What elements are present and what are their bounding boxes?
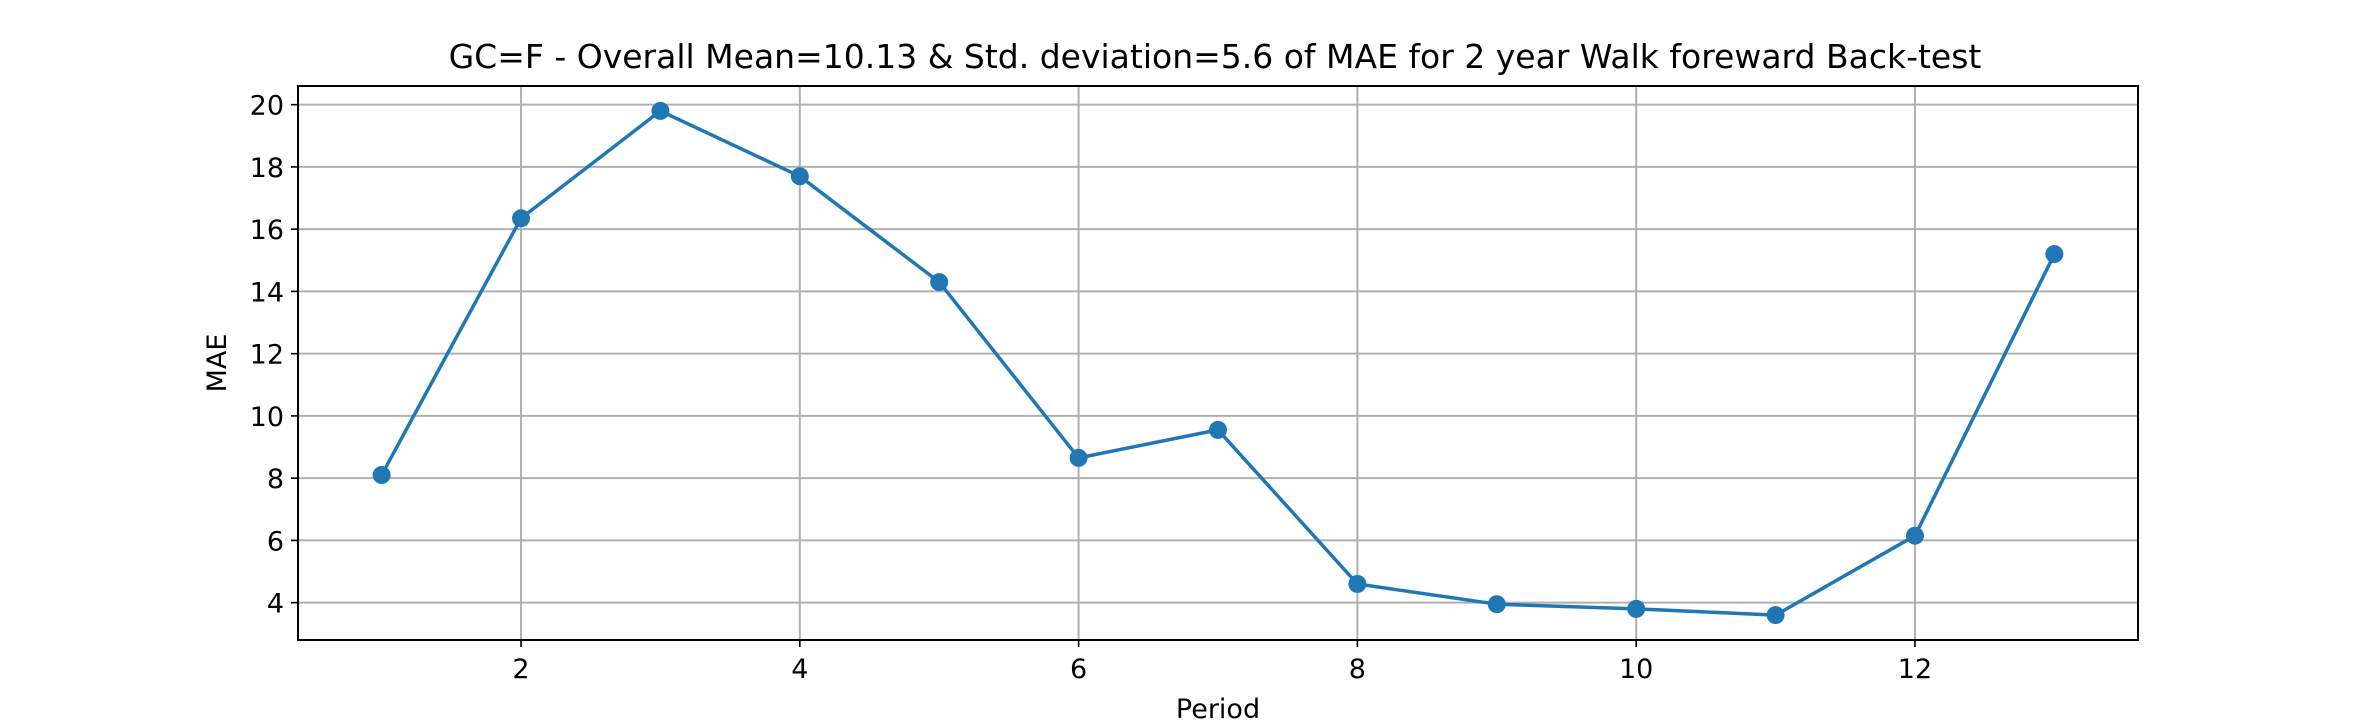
data-point [1766, 606, 1785, 625]
x-tick-label: 6 [1070, 654, 1087, 685]
chart-title: GC=F - Overall Mean=10.13 & Std. deviati… [449, 37, 1982, 76]
data-point [372, 466, 391, 485]
data-point [651, 101, 670, 120]
data-point [930, 273, 949, 292]
data-point [790, 167, 809, 186]
x-axis-label: Period [1176, 694, 1260, 720]
y-tick-label: 18 [250, 153, 284, 184]
x-tick-label: 2 [512, 654, 529, 685]
data-point [2045, 245, 2064, 264]
data-point [1069, 448, 1088, 467]
data-point [512, 209, 531, 228]
series-layer [372, 101, 2064, 625]
x-tick-label: 10 [1619, 654, 1653, 685]
data-point [1627, 599, 1646, 618]
data-point [1905, 526, 1924, 545]
plot-frame [297, 85, 2139, 641]
y-axis-label: MAE [202, 334, 233, 393]
y-tick-label: 10 [250, 402, 284, 433]
data-point [1348, 574, 1367, 593]
data-point [1209, 420, 1227, 439]
x-tick-label: 12 [1898, 654, 1932, 685]
y-tick-label: 4 [267, 589, 284, 620]
y-tick-label: 8 [267, 464, 284, 495]
y-tick-label: 16 [250, 215, 284, 246]
grid [298, 86, 2138, 640]
x-tick-label: 8 [1349, 654, 1366, 685]
x-tick-label: 4 [791, 654, 808, 685]
axis-ticks: 2 4 6 8 10 12 4 6 8 10 12 14 16 18 20 [250, 91, 1933, 685]
y-tick-label: 6 [267, 526, 284, 557]
data-point [1487, 595, 1506, 614]
y-tick-label: 20 [250, 91, 284, 122]
y-tick-label: 12 [250, 340, 284, 371]
y-tick-label: 14 [250, 277, 284, 308]
